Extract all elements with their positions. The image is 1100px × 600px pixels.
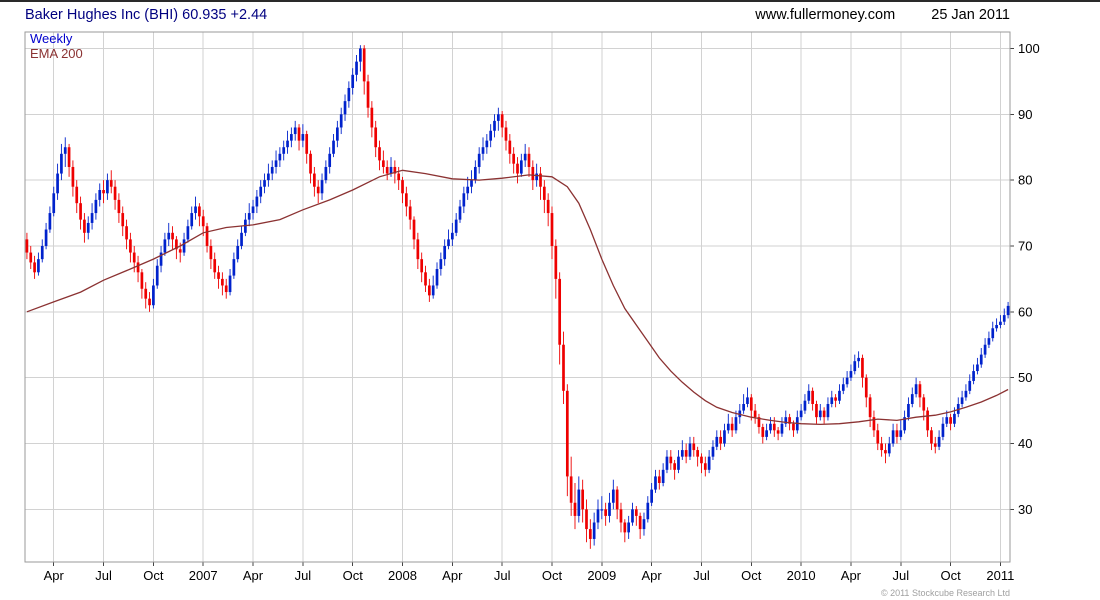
svg-text:90: 90 [1018, 107, 1032, 122]
svg-text:2009: 2009 [587, 568, 616, 583]
svg-text:Apr: Apr [841, 568, 862, 583]
svg-text:Oct: Oct [940, 568, 961, 583]
svg-text:Jul: Jul [95, 568, 112, 583]
website-text: www.fullermoney.com [755, 7, 896, 23]
svg-text:Apr: Apr [442, 568, 463, 583]
chart-legend: Weekly EMA 200 [30, 31, 83, 61]
svg-text:Jul: Jul [494, 568, 511, 583]
legend-ema-label: EMA 200 [30, 46, 83, 61]
svg-text:100: 100 [1018, 41, 1040, 56]
svg-text:2007: 2007 [189, 568, 218, 583]
instrument-title: Baker Hughes Inc (BHI) 60.935 +2.44 [25, 7, 268, 23]
svg-text:Jul: Jul [295, 568, 312, 583]
svg-text:Oct: Oct [741, 568, 762, 583]
svg-text:40: 40 [1018, 436, 1032, 451]
svg-text:Jul: Jul [693, 568, 710, 583]
svg-text:Oct: Oct [343, 568, 364, 583]
svg-text:2011: 2011 [986, 568, 1014, 583]
svg-text:Oct: Oct [143, 568, 164, 583]
svg-text:Oct: Oct [542, 568, 563, 583]
price-chart: Apr Jul Oct 2007 Apr Jul Oct 2008 Apr Jul Oct 2009 A… [24, 31, 1040, 583]
svg-text:Apr: Apr [641, 568, 662, 583]
legend-interval-label: Weekly [30, 31, 73, 46]
copyright-notice: © 2011 Stockcube Research Ltd [880, 588, 1010, 598]
svg-text:Apr: Apr [243, 568, 264, 583]
svg-text:Apr: Apr [44, 568, 65, 583]
chart-date: 25 Jan 2011 [931, 7, 1010, 23]
svg-text:60: 60 [1018, 304, 1032, 319]
svg-text:2008: 2008 [388, 568, 417, 583]
svg-text:2010: 2010 [787, 568, 816, 583]
svg-text:80: 80 [1018, 173, 1032, 188]
svg-text:50: 50 [1018, 370, 1032, 385]
svg-text:70: 70 [1018, 239, 1032, 254]
svg-text:Jul: Jul [892, 568, 909, 583]
header-right: www.fullermoney.com 25 Jan 2011 [755, 7, 1010, 23]
svg-text:30: 30 [1018, 502, 1032, 517]
chart-header: Baker Hughes Inc (BHI) 60.935 +2.44 www.… [0, 2, 1100, 28]
chart-area: Apr Jul Oct 2007 Apr Jul Oct 2008 Apr Jul Oct 2009 A… [0, 28, 1100, 600]
